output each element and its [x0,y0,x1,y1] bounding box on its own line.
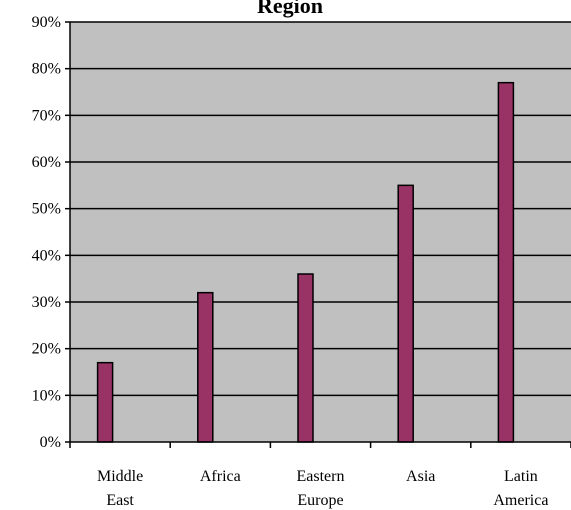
category-label: Eastern [297,468,345,485]
bars [96,81,515,443]
gridlines [70,21,571,397]
category-label: Middle [97,468,143,485]
bar [297,273,314,443]
y-tick-label: 20% [32,341,61,358]
bar [96,361,114,443]
bar [197,291,214,443]
chart-title: Region [257,0,323,18]
category-label: Asia [406,468,435,485]
bar [497,81,515,443]
y-tick-label: 80% [32,61,61,78]
y-tick-label: 30% [32,294,61,311]
y-tick-label: 10% [32,387,61,404]
category-label: America [493,492,548,509]
bar [397,184,414,443]
y-tick-label: 70% [32,107,61,124]
category-label: Latin [504,468,538,485]
y-axis-ticks: 0% 10% 20% 30% 40% 50% 60% 70% 80% 90% [32,14,70,451]
y-tick-label: 40% [32,247,61,264]
category-labels: Middle East Africa Eastern Europe Asia Latin Am… [97,468,548,509]
y-tick-label: 90% [32,14,61,31]
x-axis-ticks [69,442,571,448]
plot-area [70,22,571,442]
category-label: East [106,492,134,509]
y-tick-label: 50% [32,201,61,218]
y-tick-label: 60% [32,154,61,171]
category-label: Europe [297,492,343,509]
y-tick-label: 0% [40,434,61,451]
category-label: Africa [200,468,241,485]
